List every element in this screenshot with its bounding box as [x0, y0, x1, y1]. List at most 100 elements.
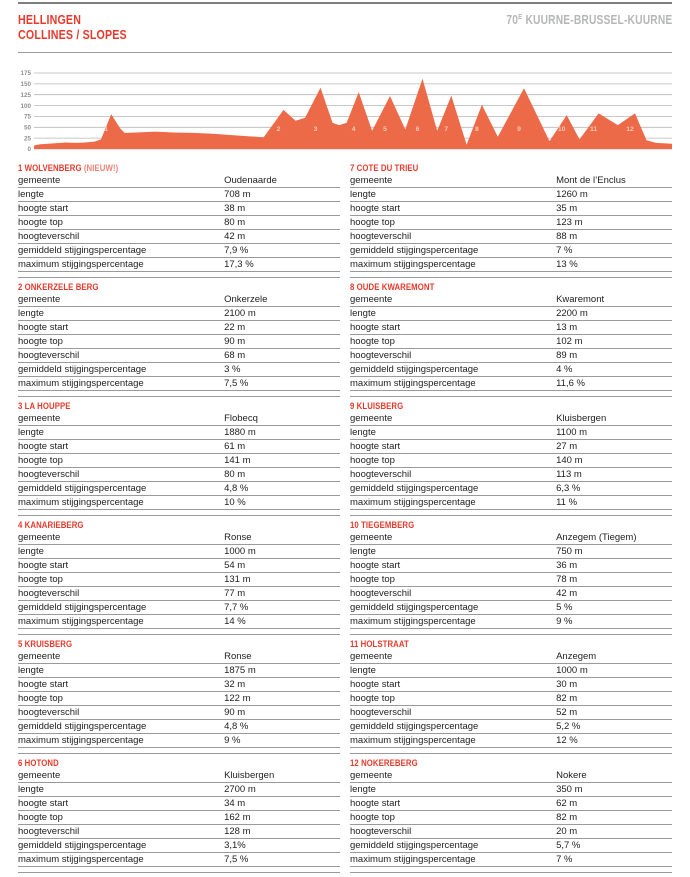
- peak-label: 7: [444, 126, 448, 133]
- table-row: gemeente Oudenaarde: [18, 174, 340, 188]
- row-value: 7 %: [556, 852, 672, 867]
- climb-table: 7 COTE DU TRIEU gemeente Mont de l’Enclus…: [350, 163, 672, 278]
- row-label: maximum stijgingspercentage: [18, 376, 225, 391]
- climb-name: HOTOND: [22, 758, 59, 769]
- table-row: gemeente Anzegem: [350, 650, 672, 664]
- row-label: gemiddeld stijgingspercentage: [18, 362, 225, 377]
- table-row: gemiddeld stijgingspercentage 4,8 %: [18, 719, 340, 734]
- climb-number: 5: [18, 639, 23, 650]
- climb-title: 4 KANARIEBERG: [18, 520, 340, 531]
- table-row: gemiddeld stijgingspercentage 3,1%: [18, 838, 340, 853]
- table-row: lengte 1000 m: [350, 663, 672, 678]
- row-label: gemeente: [350, 650, 557, 664]
- row-label: gemeente: [18, 769, 225, 783]
- row-label: hoogte start: [350, 201, 557, 216]
- table-row: maximum stijgingspercentage 11 %: [350, 495, 672, 510]
- block-separator: [350, 872, 672, 873]
- table-row: gemeente Flobecq: [18, 412, 340, 426]
- table-row: maximum stijgingspercentage 10 %: [18, 495, 340, 510]
- climb-title-text: 6 HOTOND: [18, 758, 59, 769]
- row-label: gemiddeld stijgingspercentage: [350, 719, 557, 734]
- row-label: hoogte top: [350, 453, 557, 468]
- row-label: gemeente: [18, 293, 225, 307]
- y-tick-label: 25: [24, 135, 32, 142]
- climb-data-table: gemeente Ronse lengte 1000 m hoogte start 54 …: [18, 531, 340, 629]
- row-value: Anzegem: [556, 650, 672, 664]
- climb-name: NOKEREBERG: [358, 758, 418, 769]
- table-row: hoogte top 80 m: [18, 215, 340, 230]
- row-value: 82 m: [556, 691, 672, 706]
- climb-number: 10: [350, 520, 359, 531]
- profile-area: [34, 78, 672, 149]
- row-label: gemeente: [350, 174, 557, 188]
- row-value: 6,3 %: [556, 481, 672, 496]
- row-label: hoogte start: [18, 558, 225, 573]
- table-row: gemiddeld stijgingspercentage 7,7 %: [18, 600, 340, 615]
- row-label: hoogte top: [18, 691, 225, 706]
- block-separator: [350, 396, 672, 397]
- climbs-right-column: 7 COTE DU TRIEU gemeente Mont de l’Enclus…: [350, 163, 672, 877]
- climb-number: 3: [18, 401, 23, 412]
- row-value: 42 m: [224, 229, 340, 244]
- table-row: hoogte start 22 m: [18, 320, 340, 335]
- row-value: 9 %: [224, 733, 340, 748]
- race-title: 70E KUURNE-BRUSSEL-KUURNE: [470, 12, 672, 27]
- row-label: gemiddeld stijgingspercentage: [18, 481, 225, 496]
- row-value: 82 m: [556, 810, 672, 825]
- row-label: gemiddeld stijgingspercentage: [18, 600, 225, 615]
- row-value: 750 m: [556, 544, 672, 559]
- row-label: hoogteverschil: [18, 348, 225, 363]
- row-label: lengte: [18, 663, 225, 678]
- row-value: 52 m: [556, 705, 672, 720]
- row-value: Onkerzele: [224, 293, 340, 307]
- row-value: 11,6 %: [556, 376, 672, 391]
- row-value: 1260 m: [556, 187, 672, 202]
- block-separator: [350, 753, 672, 754]
- row-value: 5 %: [556, 600, 672, 615]
- row-label: hoogteverschil: [18, 705, 225, 720]
- row-label: hoogte start: [350, 677, 557, 692]
- climb-table: 6 HOTOND gemeente Kluisbergen lengte 2700 m…: [18, 758, 340, 873]
- peak-label: 5: [383, 126, 387, 133]
- row-value: Flobecq: [224, 412, 340, 426]
- row-value: 4,8 %: [224, 719, 340, 734]
- row-label: hoogteverschil: [350, 467, 557, 482]
- table-row: lengte 2200 m: [350, 306, 672, 321]
- row-label: maximum stijgingspercentage: [350, 733, 557, 748]
- row-label: maximum stijgingspercentage: [350, 376, 557, 391]
- table-row: hoogteverschil 68 m: [18, 348, 340, 363]
- climb-data-table: gemeente Kluisbergen lengte 2700 m hoogte st…: [18, 769, 340, 867]
- table-row: hoogte top 162 m: [18, 810, 340, 825]
- table-row: gemeente Nokere: [350, 769, 672, 783]
- row-label: maximum stijgingspercentage: [18, 257, 225, 272]
- row-label: lengte: [18, 425, 225, 440]
- row-value: Kluisbergen: [224, 769, 340, 783]
- page-title: HELLINGEN: [18, 12, 151, 27]
- row-value: 12 %: [556, 733, 672, 748]
- row-label: gemiddeld stijgingspercentage: [350, 243, 557, 258]
- row-value: 128 m: [224, 824, 340, 839]
- row-value: 80 m: [224, 467, 340, 482]
- row-label: hoogte top: [18, 215, 225, 230]
- climb-number: 9: [350, 401, 355, 412]
- row-value: 2200 m: [556, 306, 672, 321]
- climb-table: 1 WOLVENBERG (NIEUW!) gemeente Oudenaarde…: [18, 163, 340, 278]
- climb-data-table: gemeente Onkerzele lengte 2100 m hoogte star…: [18, 293, 340, 391]
- block-separator: [18, 515, 340, 516]
- peak-label: 4: [352, 126, 356, 133]
- peak-label: 6: [416, 126, 420, 133]
- row-label: hoogte top: [18, 572, 225, 587]
- row-value: 10 %: [224, 495, 340, 510]
- climb-name: KANARIEBERG: [22, 520, 84, 531]
- table-row: hoogte top 102 m: [350, 334, 672, 349]
- table-row: hoogte start 13 m: [350, 320, 672, 335]
- table-row: gemiddeld stijgingspercentage 5,2 %: [350, 719, 672, 734]
- table-row: lengte 750 m: [350, 544, 672, 559]
- climb-title-text: 8 OUDE KWAREMONT: [350, 282, 434, 293]
- table-row: hoogte start 32 m: [18, 677, 340, 692]
- row-label: gemiddeld stijgingspercentage: [18, 243, 225, 258]
- row-label: lengte: [18, 782, 225, 797]
- table-row: maximum stijgingspercentage 12 %: [350, 733, 672, 748]
